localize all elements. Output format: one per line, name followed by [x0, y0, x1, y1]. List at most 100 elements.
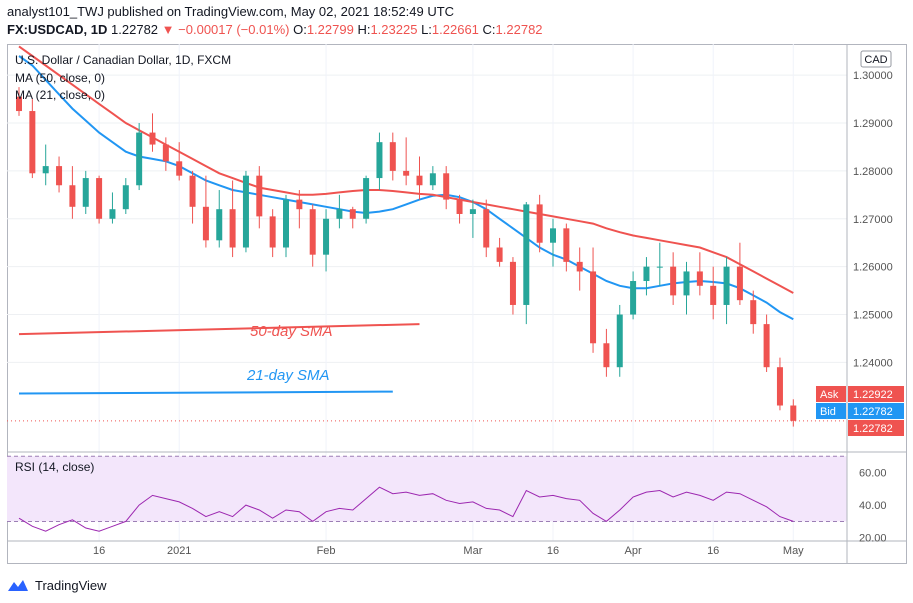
- high-label: H:: [357, 22, 371, 37]
- candle: [349, 206, 356, 229]
- candle: [616, 304, 623, 377]
- candle-body: [16, 96, 22, 112]
- price-change: −0.00017 (−0.01%): [178, 22, 290, 37]
- price-tag-label: Ask: [820, 389, 839, 401]
- candle: [723, 257, 730, 325]
- candle: [590, 247, 597, 353]
- price-tag-value: 1.22922: [853, 389, 893, 401]
- open-value: 1.22799: [306, 22, 354, 37]
- time-tick-label: 16: [547, 545, 559, 557]
- candle-body: [349, 209, 356, 219]
- candle: [109, 192, 116, 224]
- candle-body: [590, 271, 597, 344]
- candle-body: [483, 209, 490, 248]
- price-tag-label-bg: [816, 403, 846, 419]
- candle: [122, 178, 129, 214]
- candle-body: [736, 266, 743, 301]
- candle-body: [389, 142, 396, 171]
- candle: [323, 209, 330, 272]
- symbol-label: FX:USDCAD, 1D: [7, 22, 108, 37]
- candle-body: [509, 261, 516, 305]
- candle-body: [82, 178, 89, 207]
- candle: [750, 290, 757, 334]
- candle-body: [643, 266, 650, 282]
- candle-body: [656, 266, 663, 268]
- candle: [670, 252, 677, 305]
- tradingview-footer: TradingView: [7, 574, 107, 596]
- candle: [456, 194, 463, 224]
- price-tick-label: 1.24000: [853, 357, 893, 369]
- candle: [469, 199, 476, 238]
- candle-body: [576, 261, 583, 272]
- rsi-tick-label: 20.00: [859, 533, 887, 545]
- candle: [763, 314, 770, 372]
- candle-body: [69, 185, 76, 207]
- candle-body: [403, 170, 410, 176]
- rsi-tick-label: 60.00: [859, 468, 887, 480]
- candle: [42, 144, 49, 186]
- candle-body: [523, 204, 530, 305]
- legend-ma21: MA (21, close, 0): [15, 88, 105, 102]
- candle: [363, 175, 370, 224]
- down-arrow-icon: ▼: [161, 22, 175, 37]
- low-value: 1.22661: [431, 22, 479, 37]
- tradingview-logo-icon: [8, 580, 28, 591]
- candle: [16, 87, 22, 116]
- candle-body: [162, 144, 169, 162]
- chart-frame[interactable]: 1.30000 1.29000 1.28000 1.27000 1.26000 1.250…: [7, 44, 907, 564]
- candle: [96, 175, 103, 224]
- high-value: 1.23225: [370, 22, 418, 37]
- ma21-line: [18, 55, 794, 321]
- candle: [790, 399, 797, 427]
- candle: [603, 328, 610, 377]
- time-tick-label: Mar: [463, 545, 482, 557]
- candle-body: [363, 178, 370, 219]
- price-tag-value-bg: [848, 403, 904, 419]
- price-tick-label: 1.27000: [853, 214, 893, 226]
- candle-body: [496, 247, 503, 262]
- candle: [202, 175, 209, 248]
- rsi-line: [18, 486, 794, 532]
- close-value: 1.22782: [495, 22, 543, 37]
- currency-label: CAD: [864, 54, 887, 66]
- candle: [509, 257, 516, 315]
- price-tick-label: 1.29000: [853, 118, 893, 130]
- candle-body: [149, 132, 156, 145]
- candle: [416, 156, 423, 200]
- candle: [376, 132, 383, 191]
- candle: [176, 142, 183, 181]
- candle: [630, 271, 637, 320]
- candle-body: [416, 175, 423, 186]
- candle: [563, 223, 570, 272]
- time-tick-label: 16: [707, 545, 719, 557]
- candle: [283, 194, 289, 258]
- candle-body: [536, 204, 543, 243]
- price-tick-label: 1.25000: [853, 310, 893, 322]
- candle: [710, 266, 717, 320]
- candle-body: [670, 266, 677, 296]
- candle: [576, 247, 583, 291]
- candle-body: [256, 175, 263, 217]
- candle: [776, 357, 783, 411]
- candle: [269, 209, 276, 258]
- candle-body: [376, 142, 383, 179]
- candle: [162, 137, 169, 171]
- currency-badge[interactable]: [860, 50, 892, 68]
- rsi-band: [7, 456, 847, 522]
- price-tick-label: 1.26000: [853, 262, 893, 274]
- candle: [483, 199, 490, 258]
- candle-body: [603, 343, 610, 368]
- candle: [336, 194, 343, 229]
- candle-body: [723, 266, 730, 305]
- rsi-title: RSI (14, close): [15, 460, 94, 474]
- candle-body: [296, 199, 303, 210]
- chart-svg[interactable]: 1.30000 1.29000 1.28000 1.27000 1.26000 1.250…: [7, 44, 907, 564]
- candle-body: [469, 209, 476, 214]
- candle-body: [550, 228, 556, 243]
- candle-body: [283, 199, 289, 248]
- candle: [643, 257, 650, 296]
- price-axis-tag: Ask 1.22922: [816, 386, 904, 402]
- candle: [536, 194, 543, 253]
- tradingview-brand: TradingView: [35, 577, 107, 593]
- candle: [496, 237, 503, 267]
